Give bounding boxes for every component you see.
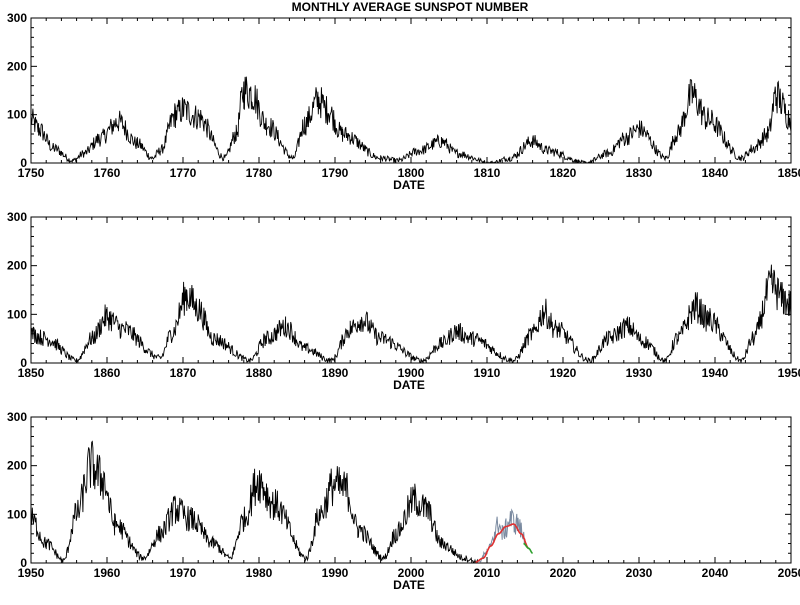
x-tick-label: 2010 <box>474 566 501 580</box>
x-tick-label: 1840 <box>702 166 729 180</box>
x-tick-label: 1970 <box>170 566 197 580</box>
x-tick-label: 1870 <box>170 366 197 380</box>
y-tick-label: 100 <box>7 507 27 521</box>
chart-panel-2: 1850 1860 1870 1880 1890 1900 1910 1920 1930 1940… <box>7 210 800 392</box>
y-tick-label: 0 <box>20 156 27 170</box>
x-axis-label: DATE <box>393 178 425 192</box>
series-line-monthly <box>31 76 791 163</box>
y-tick-label: 0 <box>20 356 27 370</box>
x-tick-label: 1980 <box>246 566 273 580</box>
x-tick-label: 2000 <box>398 566 425 580</box>
series-line-smoothed <box>475 523 530 563</box>
x-tick-label: 1810 <box>474 166 501 180</box>
chart-panel-1: 1750 1760 1770 1780 1790 1800 1810 1820 1830 1840… <box>7 11 800 192</box>
x-axis-label: DATE <box>393 578 425 592</box>
x-tick-label: 1960 <box>94 566 121 580</box>
x-tick-label: 1920 <box>550 366 577 380</box>
x-tick-label: 1820 <box>550 166 577 180</box>
x-tick-label: 1950 <box>18 566 45 580</box>
series-line-monthly <box>31 264 791 363</box>
y-tick-label: 200 <box>7 259 27 273</box>
x-tick-label: 1760 <box>94 166 121 180</box>
x-tick-label: 1880 <box>246 366 273 380</box>
chart-panel-3: 1950 1960 1970 1980 1990 2000 2010 2020 2030 2040… <box>7 410 800 592</box>
x-tick-label: 1900 <box>398 366 425 380</box>
x-tick-label: 1910 <box>474 366 501 380</box>
y-tick-label: 100 <box>7 307 27 321</box>
x-tick-label: 1940 <box>702 366 729 380</box>
series-line-monthly <box>31 440 479 563</box>
x-tick-label: 1770 <box>170 166 197 180</box>
y-tick-label: 300 <box>7 210 27 224</box>
x-tick-label: 2040 <box>702 566 729 580</box>
x-tick-label: 1890 <box>322 366 349 380</box>
chart-title: MONTHLY AVERAGE SUNSPOT NUMBER <box>292 0 529 14</box>
x-tick-label: 1990 <box>322 566 349 580</box>
y-tick-label: 300 <box>7 11 27 25</box>
y-tick-label: 100 <box>7 108 27 122</box>
x-tick-label: 2030 <box>626 566 653 580</box>
x-tick-label: 1850 <box>778 166 800 180</box>
y-tick-label: 200 <box>7 459 27 473</box>
x-tick-label: 1930 <box>626 366 653 380</box>
series-line-prediction <box>523 542 533 555</box>
y-tick-label: 200 <box>7 59 27 73</box>
x-tick-label: 1850 <box>18 366 45 380</box>
x-tick-label: 2020 <box>550 566 577 580</box>
y-tick-label: 300 <box>7 410 27 424</box>
x-tick-label: 1830 <box>626 166 653 180</box>
x-tick-label: 1800 <box>398 166 425 180</box>
x-tick-label: 1790 <box>322 166 349 180</box>
y-tick-label: 0 <box>20 556 27 570</box>
x-tick-label: 1750 <box>18 166 45 180</box>
x-axis-label: DATE <box>393 378 425 392</box>
x-tick-label: 1950 <box>778 366 800 380</box>
x-tick-label: 1780 <box>246 166 273 180</box>
x-tick-label: 1860 <box>94 366 121 380</box>
